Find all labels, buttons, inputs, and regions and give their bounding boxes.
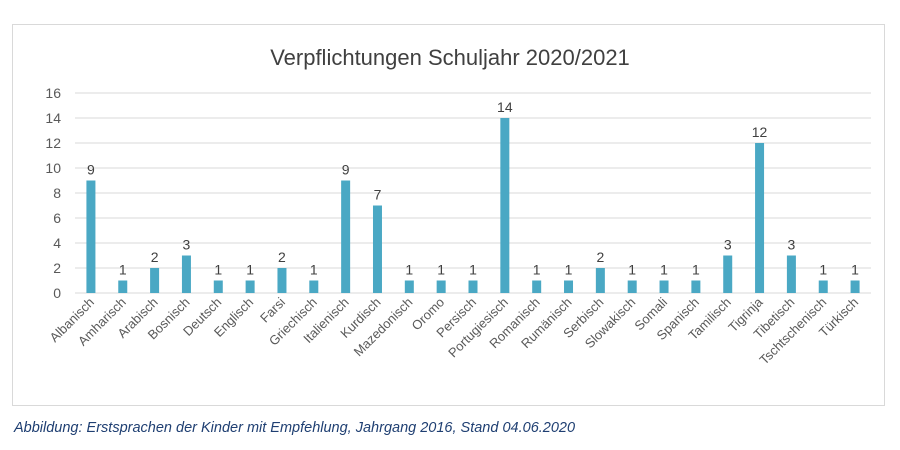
y-tick-label: 0 (53, 285, 61, 301)
data-label: 1 (437, 262, 445, 278)
bar (532, 280, 542, 293)
gridlines (75, 92, 871, 294)
x-axis: AlbanischAmharischArabischBosnischDeutsc… (47, 294, 862, 367)
bar (436, 280, 446, 293)
data-label: 7 (374, 187, 382, 203)
bars (86, 118, 860, 293)
chart-frame: Verpflichtungen Schuljahr 2020/2021 0 2 4 6… (12, 24, 885, 406)
bar (86, 180, 96, 293)
y-axis: 0 2 4 6 8 10 12 14 16 (45, 85, 61, 301)
y-tick-label: 10 (45, 160, 61, 176)
data-label: 1 (565, 262, 573, 278)
figure-caption: Abbildung: Erstsprachen der Kinder mit E… (14, 420, 576, 436)
bar (595, 268, 605, 293)
bar (564, 280, 574, 293)
data-label: 1 (628, 262, 636, 278)
bar (691, 280, 701, 293)
y-tick-label: 6 (53, 210, 61, 226)
bar (818, 280, 828, 293)
bar (659, 280, 669, 293)
data-label: 2 (151, 249, 159, 265)
bar (150, 268, 160, 293)
data-label: 1 (469, 262, 477, 278)
data-label: 1 (692, 262, 700, 278)
data-label: 1 (533, 262, 541, 278)
data-label: 14 (497, 99, 513, 115)
bar (850, 280, 860, 293)
data-label: 12 (752, 124, 768, 140)
bar (786, 255, 796, 293)
bar (341, 180, 351, 293)
data-label: 9 (342, 162, 350, 178)
chart-title: Verpflichtungen Schuljahr 2020/2021 (270, 45, 630, 70)
bar (245, 280, 255, 293)
data-label: 3 (724, 237, 732, 253)
data-label: 1 (851, 262, 859, 278)
bar (468, 280, 478, 293)
bar (723, 255, 733, 293)
bar (181, 255, 191, 293)
bar (627, 280, 637, 293)
data-label: 1 (660, 262, 668, 278)
y-tick-label: 8 (53, 185, 61, 201)
y-tick-label: 12 (45, 135, 61, 151)
bar-chart: Verpflichtungen Schuljahr 2020/2021 0 2 4 6… (45, 45, 871, 367)
bar (404, 280, 414, 293)
data-label: 1 (310, 262, 318, 278)
bar (277, 268, 287, 293)
y-tick-label: 2 (53, 260, 61, 276)
y-tick-label: 16 (45, 85, 61, 101)
data-label: 1 (214, 262, 222, 278)
data-label: 3 (183, 237, 191, 253)
data-label: 1 (405, 262, 413, 278)
data-label: 2 (278, 249, 286, 265)
data-label: 9 (87, 162, 95, 178)
data-label: 2 (596, 249, 604, 265)
bar (118, 280, 128, 293)
data-label: 1 (119, 262, 127, 278)
bar (372, 205, 382, 293)
data-label: 1 (819, 262, 827, 278)
bar (309, 280, 319, 293)
data-label: 1 (246, 262, 254, 278)
y-tick-label: 14 (45, 110, 61, 126)
data-label: 3 (788, 237, 796, 253)
bar (755, 143, 765, 293)
bar (213, 280, 223, 293)
y-tick-label: 4 (53, 235, 61, 251)
bar (500, 118, 510, 293)
